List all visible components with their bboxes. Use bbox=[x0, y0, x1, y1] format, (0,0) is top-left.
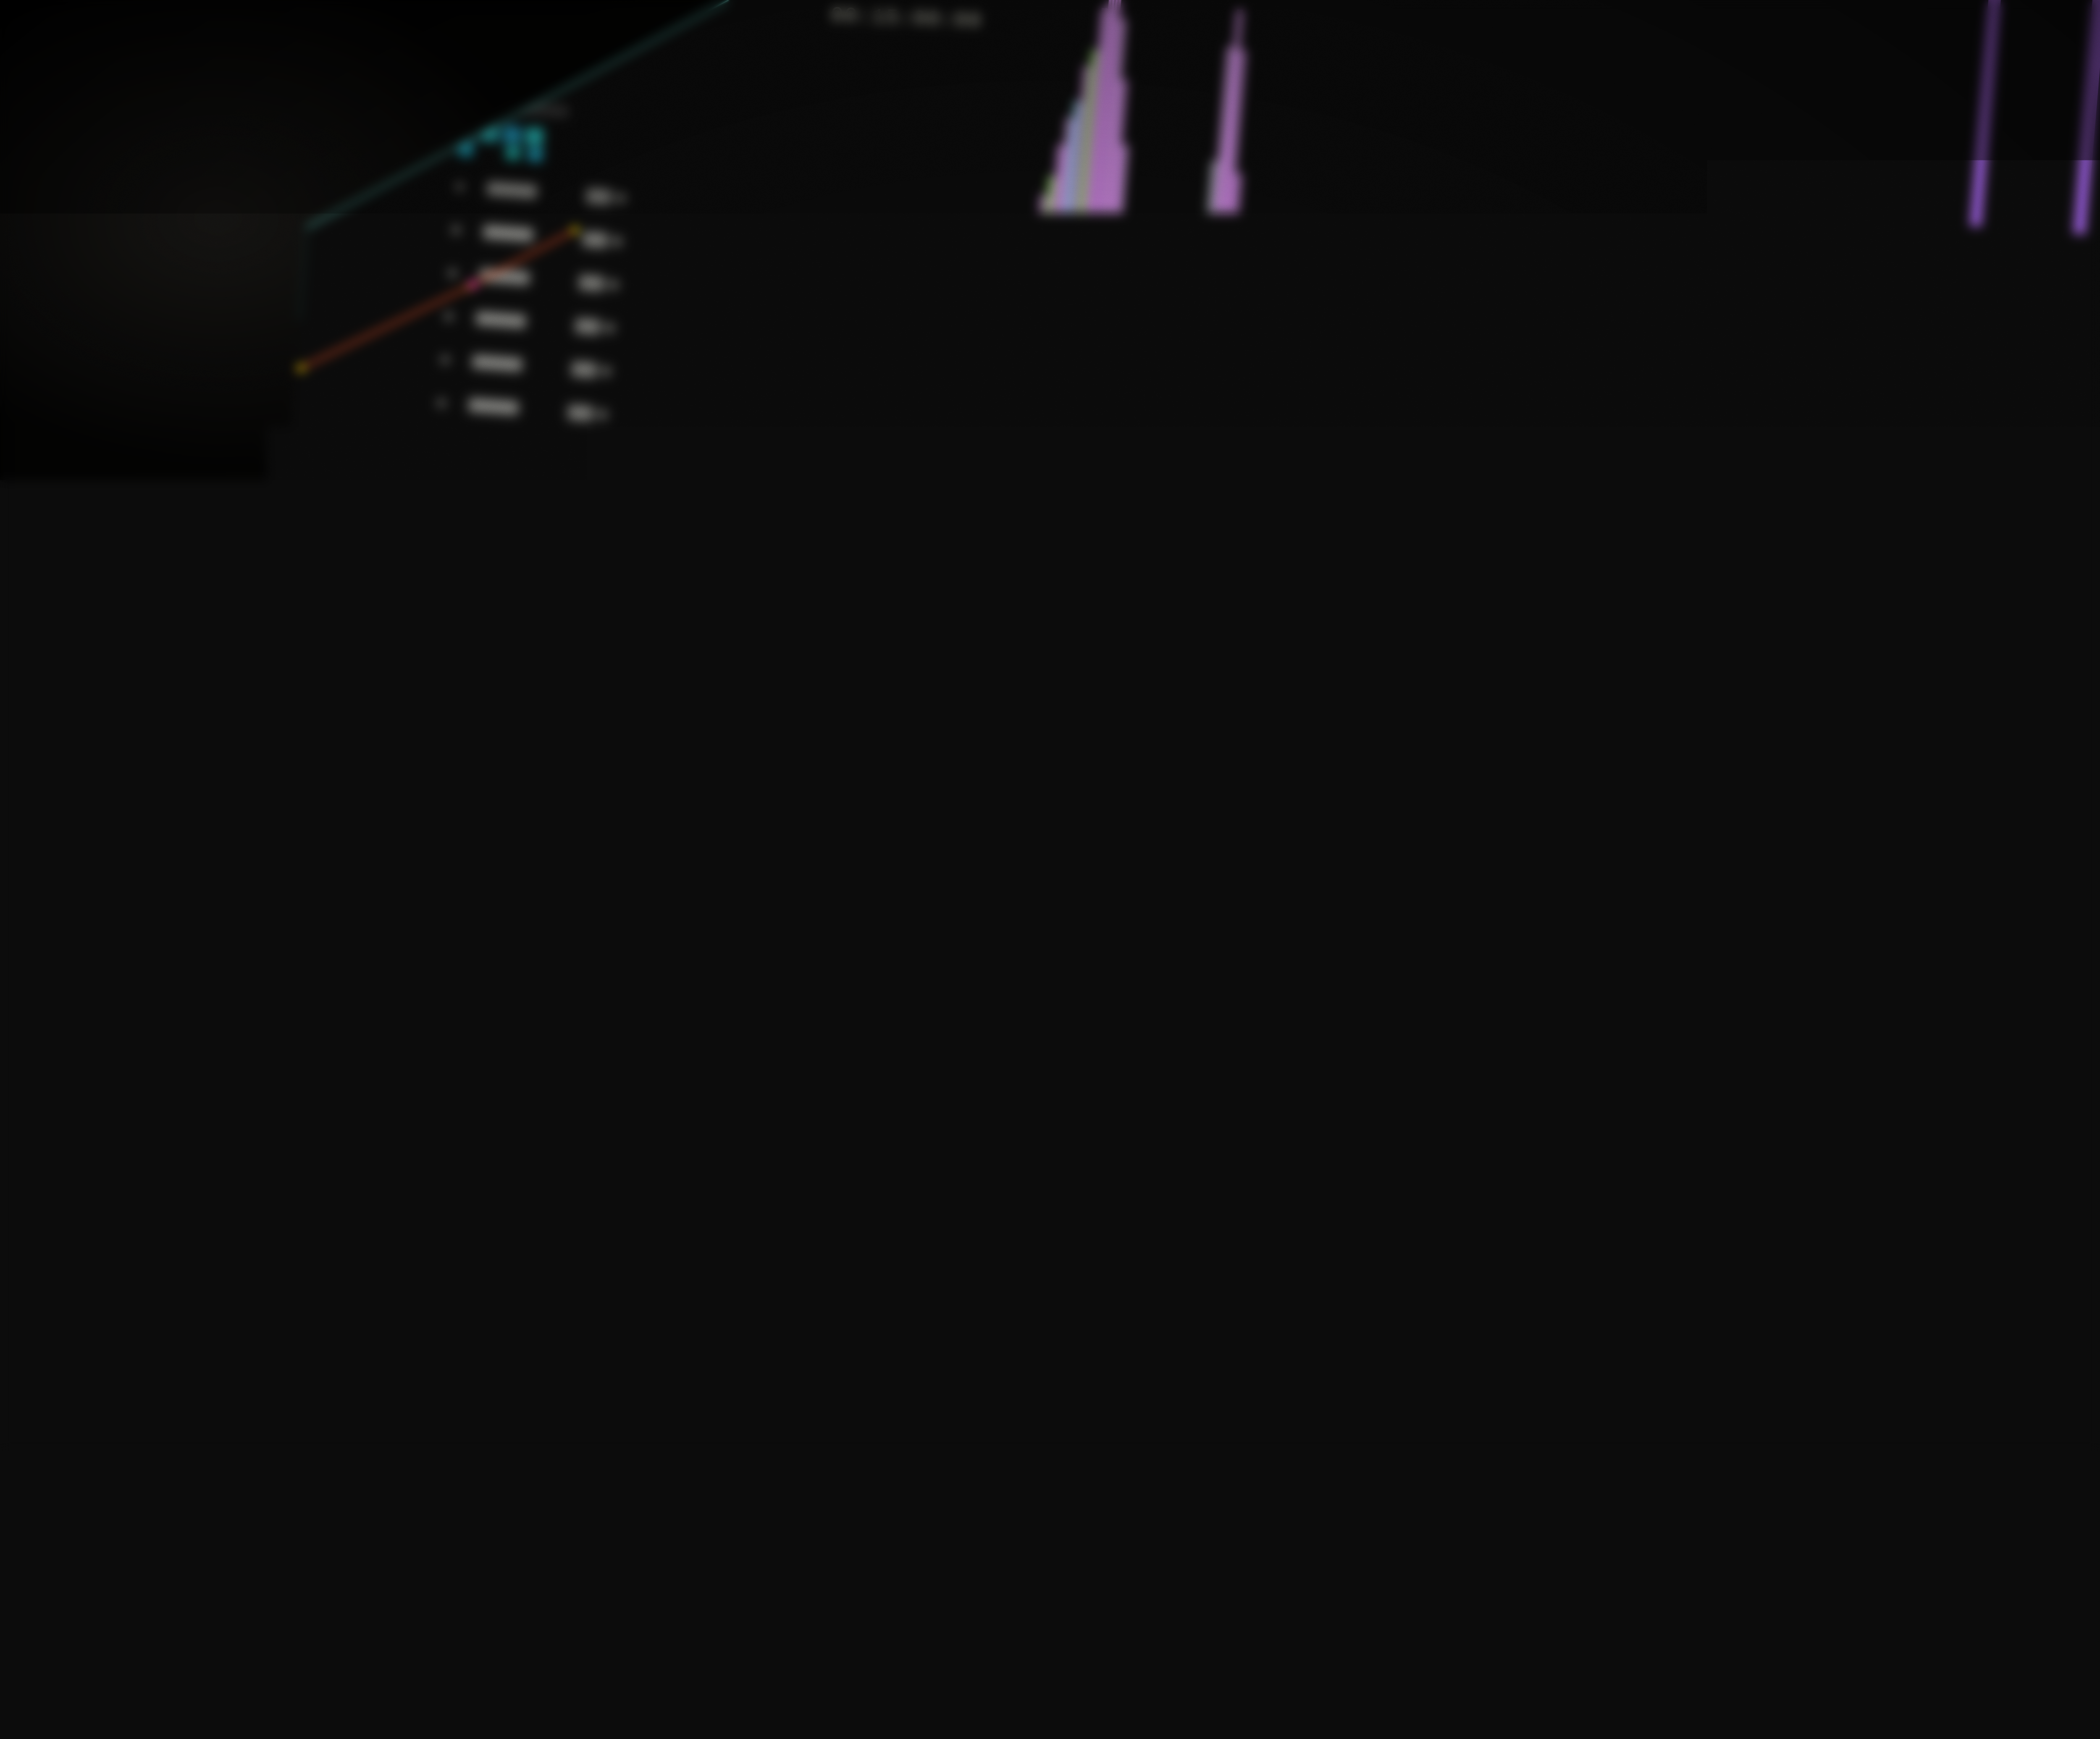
svg-text:fx: fx bbox=[1320, 859, 1329, 867]
svg-text:fx: fx bbox=[1084, 842, 1092, 849]
svg-text:fx: fx bbox=[1519, 874, 1528, 881]
svg-text:fx: fx bbox=[1891, 901, 1900, 909]
svg-text:fx: fx bbox=[776, 819, 784, 826]
svg-text:fx: fx bbox=[1705, 887, 1714, 895]
